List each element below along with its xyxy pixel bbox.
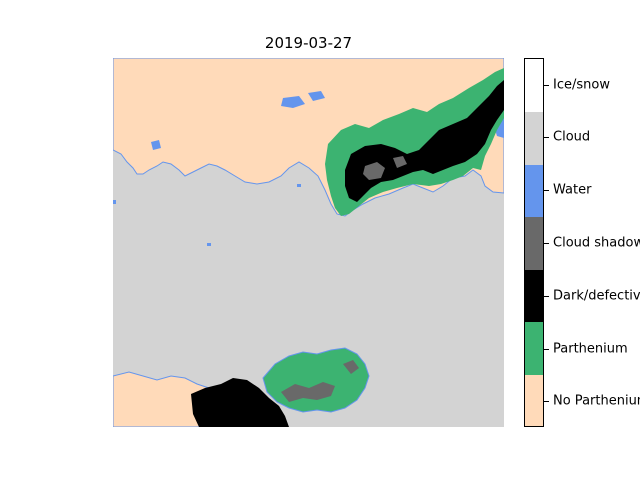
water-patch: [113, 200, 116, 204]
legend-tick: [544, 137, 549, 138]
water-patch: [151, 140, 161, 150]
legend-tick: [544, 85, 549, 86]
classification-map: [113, 58, 504, 427]
water-patch: [207, 243, 211, 246]
legend-tick: [544, 296, 549, 297]
cloud-shadow-patch: [393, 156, 407, 168]
legend-label-no-parthenium: No Parthenium: [553, 393, 640, 409]
water-patch: [281, 96, 305, 108]
map-title: 2019-03-27: [264, 34, 353, 52]
water-patch: [297, 184, 301, 187]
legend-colorbar: [524, 58, 544, 427]
legend-tick: [544, 349, 549, 350]
legend-label-dark-defective: Dark/defective: [553, 288, 640, 304]
cloud-shadow-patch: [343, 360, 359, 374]
dark-defective-region-bottom: [191, 378, 289, 427]
legend-swatch-parthenium: [525, 322, 543, 375]
legend-label-parthenium: Parthenium: [553, 341, 628, 357]
legend-tick: [544, 401, 549, 402]
legend-label-cloud: Cloud: [553, 129, 591, 145]
cloud-shadow-patch: [363, 162, 385, 180]
water-patch: [308, 91, 325, 101]
legend-tick: [544, 190, 549, 191]
cloud-shadow-patch: [281, 382, 335, 402]
legend-tick: [544, 243, 549, 244]
legend-label-ice-snow: Ice/snow: [553, 77, 610, 93]
legend-label-water: Water: [553, 182, 592, 198]
legend-swatch-cloud-shadow: [525, 217, 543, 270]
dark-defective-region-top: [345, 80, 504, 202]
legend-swatch-ice-snow: [525, 59, 543, 112]
legend-swatch-water: [525, 165, 543, 217]
legend-swatch-dark-defective: [525, 270, 543, 322]
legend-swatch-no-parthenium: [525, 375, 543, 426]
legend-swatch-cloud: [525, 112, 543, 165]
legend-label-cloud-shadow: Cloud shadow: [553, 235, 640, 251]
